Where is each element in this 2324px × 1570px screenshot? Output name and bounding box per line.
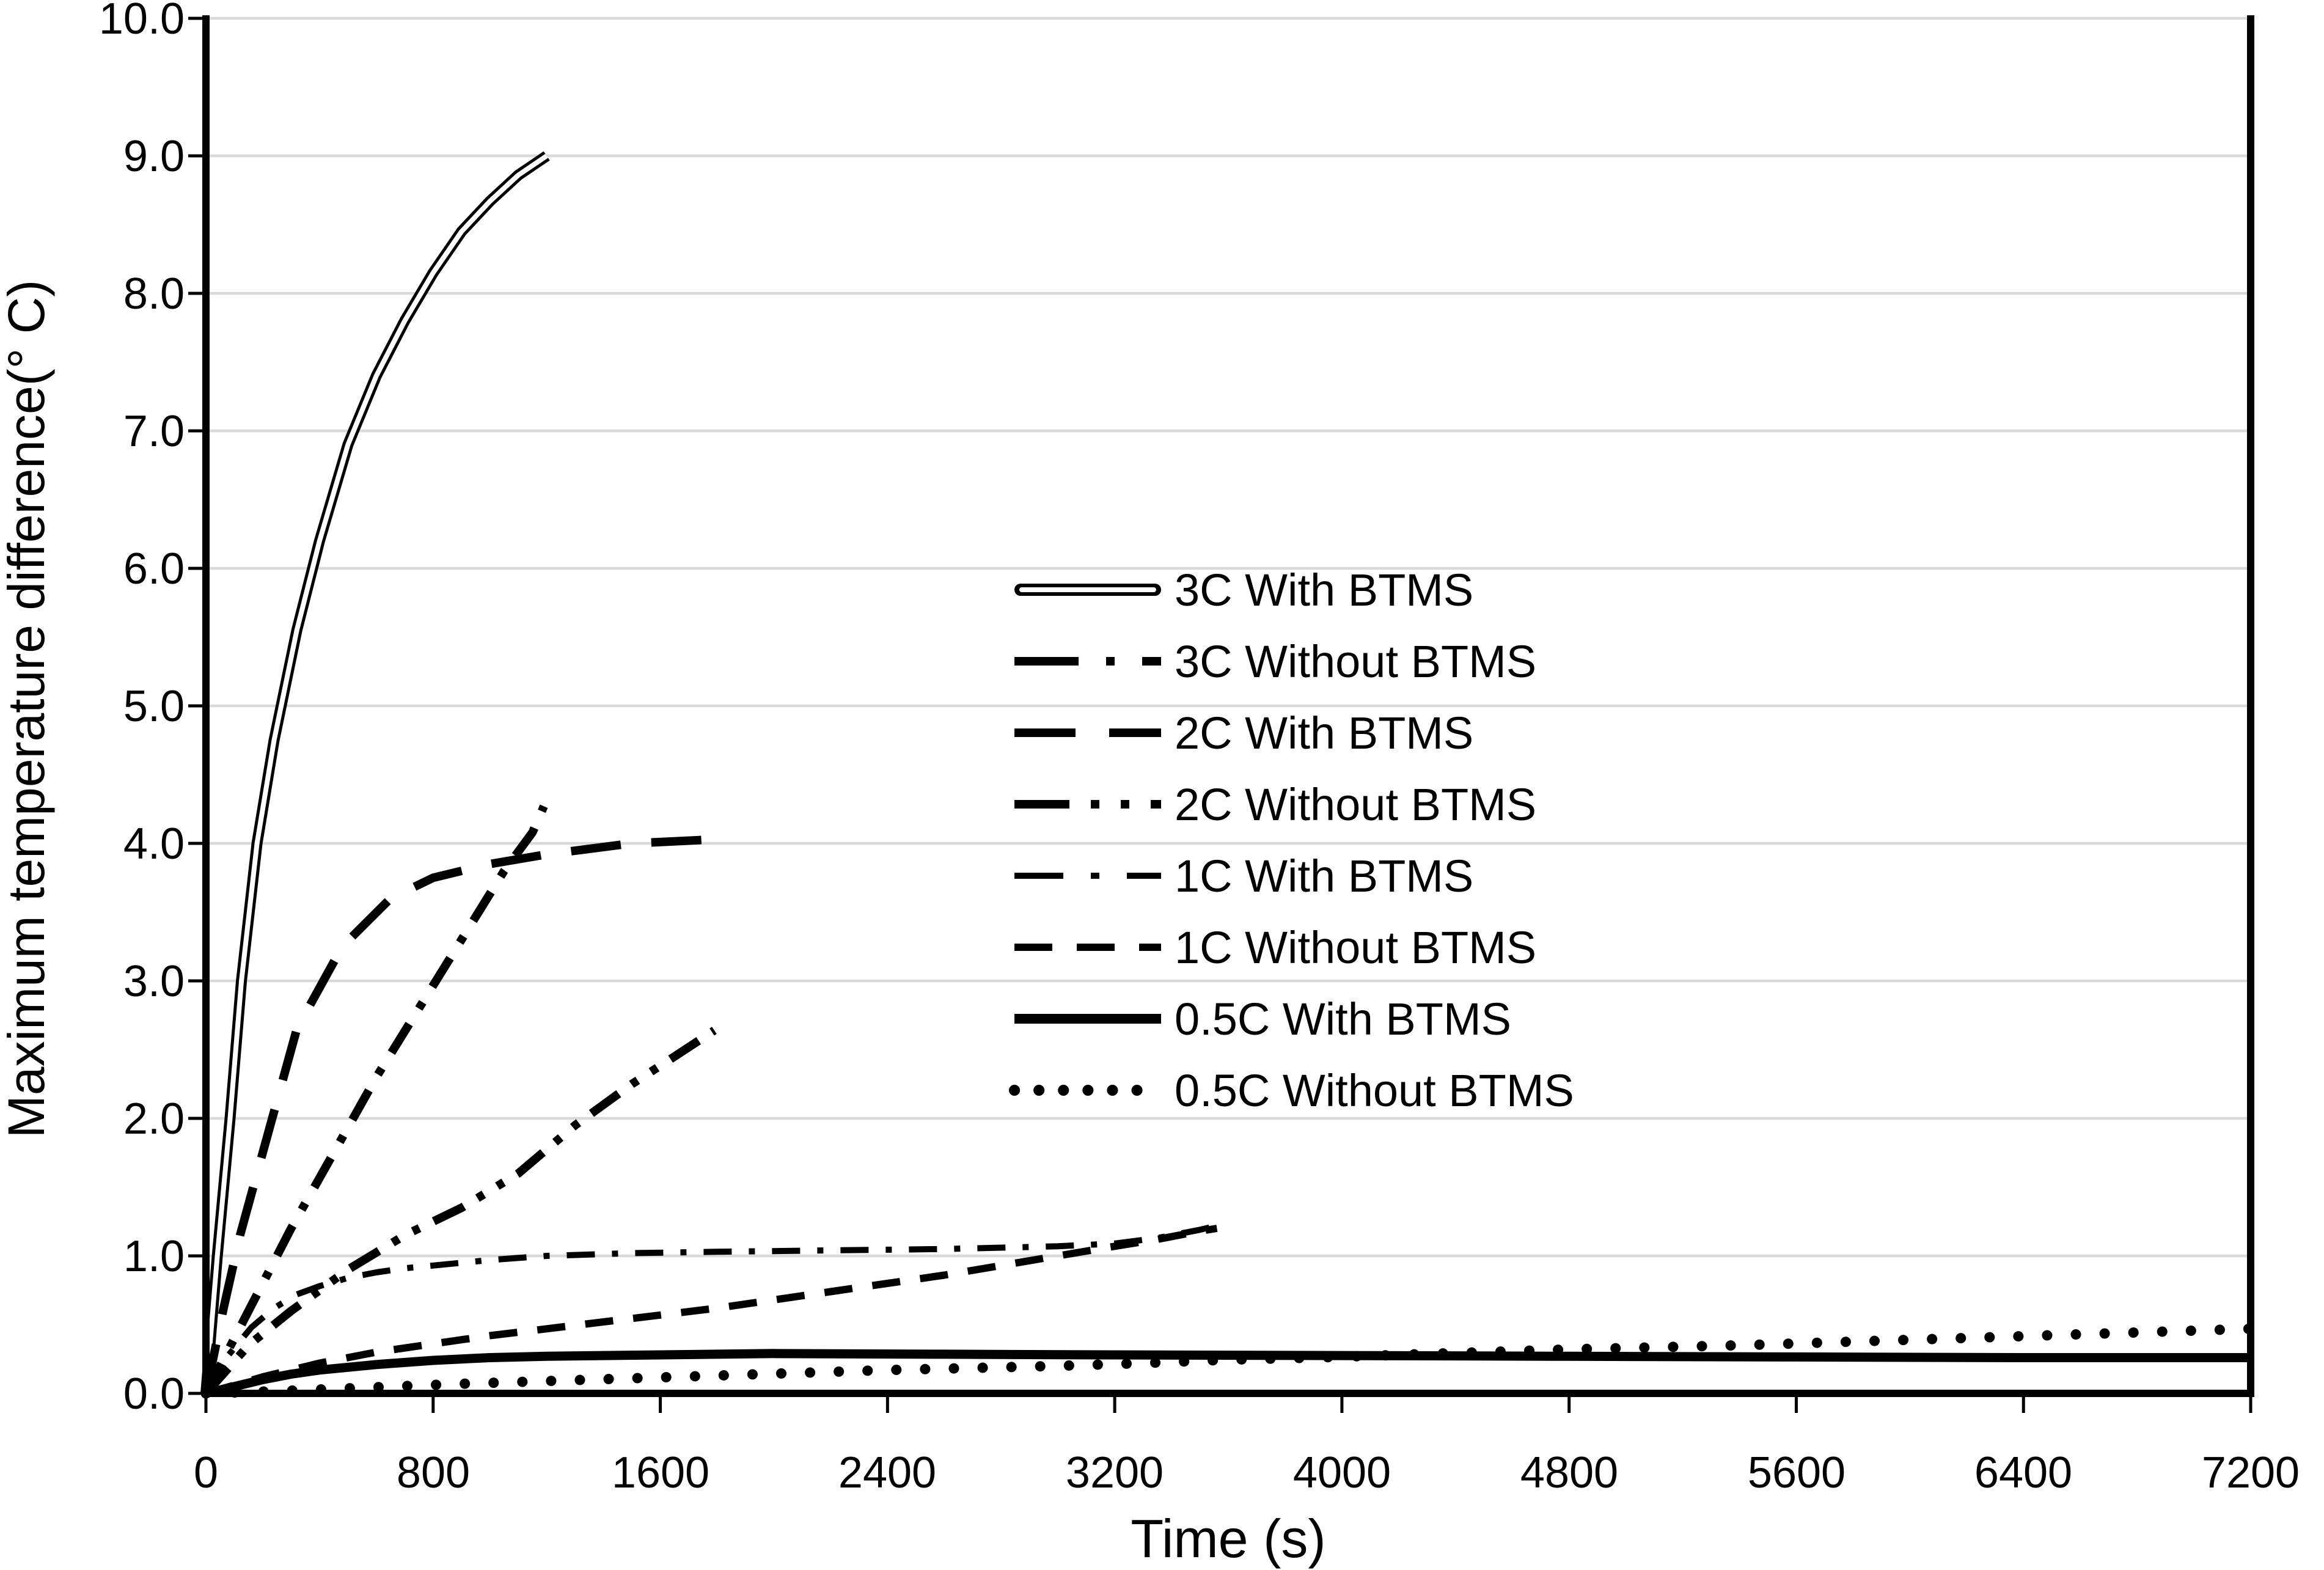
- x-axis-title: Time (s): [1131, 1508, 1325, 1569]
- x-tick-label: 800: [397, 1448, 470, 1497]
- series-2c-without-btms: [202, 1027, 717, 1396]
- x-tick-label: 1600: [612, 1448, 709, 1497]
- legend-item: 2C With BTMS: [1014, 708, 1473, 758]
- x-tick-label: 6400: [1974, 1448, 2072, 1497]
- x-tick-label: 4000: [1293, 1448, 1391, 1497]
- legend-label: 0.5C With BTMS: [1175, 994, 1511, 1044]
- series-05c-with-btms: [205, 1349, 2251, 1398]
- legend-label: 0.5C Without BTMS: [1175, 1065, 1574, 1116]
- series-3c-without-btms: [202, 804, 548, 1396]
- series-2c-with-btms: [202, 835, 717, 1395]
- legend-item: 1C Without BTMS: [1014, 922, 1536, 973]
- y-tick-label: 10.0: [99, 0, 185, 43]
- legend-item: 0.5C Without BTMS: [1009, 1065, 1574, 1116]
- legend-item: 3C Without BTMS: [1014, 636, 1536, 687]
- legend-label: 3C Without BTMS: [1175, 636, 1536, 687]
- legend-item: 0.5C With BTMS: [1014, 994, 1511, 1044]
- legend-item: 1C With BTMS: [1014, 851, 1473, 901]
- series-1c-without-btms: [205, 1225, 1218, 1397]
- series-3c-with-btms: [200, 151, 550, 1394]
- legend: 3C With BTMS 3C Without BTMS 2C With BTM…: [1009, 565, 1574, 1116]
- legend-label: 2C With BTMS: [1175, 708, 1473, 758]
- legend-sample-line: [1014, 584, 1161, 596]
- y-tick-label: 6.0: [123, 545, 185, 593]
- x-axis-tick-marks: [204, 1397, 2253, 1413]
- x-tick-label: 0: [194, 1448, 218, 1497]
- right-plot-border: [2247, 15, 2254, 1397]
- x-tick-label: 4800: [1520, 1448, 1618, 1497]
- y-tick-label: 4.0: [123, 820, 185, 868]
- y-tick-label: 9.0: [123, 132, 185, 181]
- y-axis-tick-marks: [188, 17, 202, 1395]
- y-tick-label: 2.0: [123, 1095, 185, 1143]
- series-1c-with-btms: [203, 1222, 1218, 1395]
- y-axis-spine: [202, 15, 210, 1397]
- legend-label: 1C Without BTMS: [1175, 922, 1536, 973]
- x-tick-label: 7200: [2202, 1448, 2300, 1497]
- axes-frame: [202, 15, 2254, 1397]
- x-axis-tick-labels: 0 800 1600 2400 3200 4000 4800 5600 6400…: [194, 1448, 2300, 1497]
- x-tick-label: 3200: [1066, 1448, 1164, 1497]
- legend-item: 2C Without BTMS: [1014, 779, 1536, 830]
- x-tick-label: 5600: [1748, 1448, 1846, 1497]
- y-tick-label: 1.0: [123, 1232, 185, 1281]
- legend-label: 1C With BTMS: [1175, 851, 1473, 901]
- legend-item: 3C With BTMS: [1014, 565, 1473, 615]
- series-05c-without-btms: [200, 1323, 2256, 1399]
- y-tick-label: 7.0: [123, 407, 185, 456]
- x-tick-label: 2400: [838, 1448, 936, 1497]
- y-axis-tick-labels: 0.0 1.0 2.0 3.0 4.0 5.0 6.0 7.0 8.0 9.0 …: [99, 0, 185, 1418]
- y-tick-label: 3.0: [123, 957, 185, 1006]
- y-tick-label: 5.0: [123, 682, 185, 731]
- y-tick-label: 8.0: [123, 270, 185, 318]
- legend-label: 3C With BTMS: [1175, 565, 1473, 615]
- legend-label: 2C Without BTMS: [1175, 779, 1536, 830]
- y-axis-title: Maximum temperature difference(° C): [0, 280, 55, 1139]
- series-lines: [200, 151, 2256, 1399]
- x-axis-spine: [202, 1390, 2254, 1397]
- y-tick-label: 0.0: [123, 1370, 185, 1418]
- horizontal-gridlines: [202, 17, 2254, 1258]
